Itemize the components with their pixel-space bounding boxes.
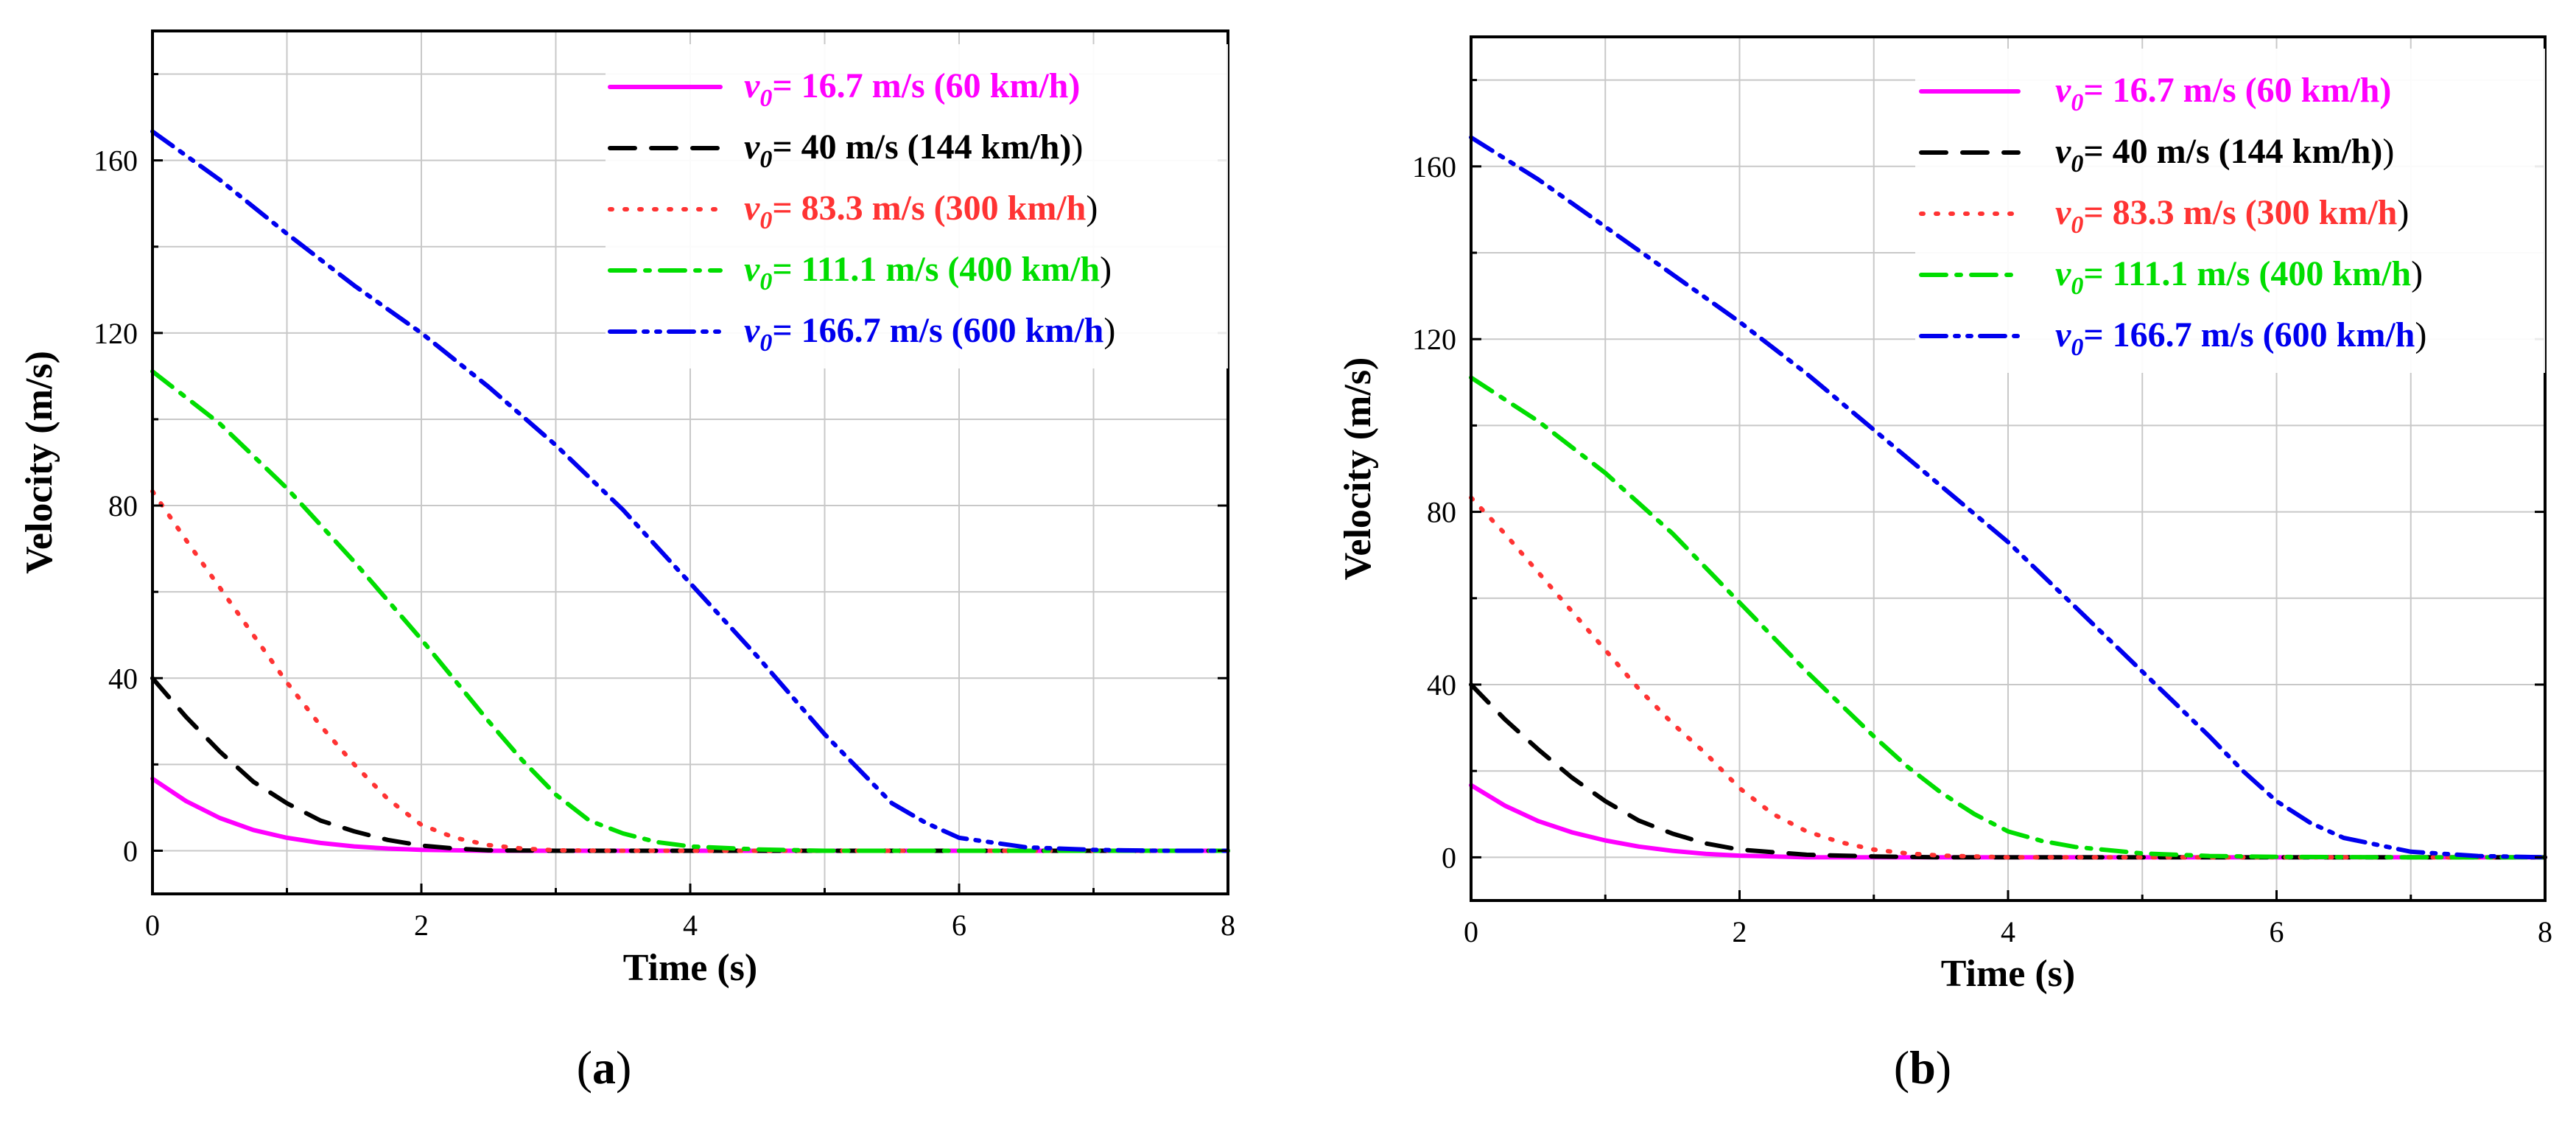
- legend-symbol: v: [2055, 71, 2071, 110]
- legend-entry-3: v0= 83.3 m/s (300 km/h): [744, 189, 1098, 234]
- x-tick-label: 2: [414, 909, 429, 942]
- legend-text-body: = 16.7 m/s (60 km/h): [2083, 71, 2391, 110]
- x-tick-label: 6: [952, 909, 966, 942]
- legend-symbol: v: [2055, 132, 2071, 171]
- series-line-2: [150, 676, 1230, 853]
- x-tick-label: 8: [1221, 909, 1235, 942]
- x-tick-label: 0: [145, 909, 160, 942]
- legend-text-body: = 40 m/s (144 km/h): [2083, 132, 2382, 171]
- caption-letter: b: [1909, 1041, 1936, 1094]
- legend-entry-2: v0= 40 m/s (144 km/h)): [744, 127, 1083, 173]
- legend-text-body: = 83.3 m/s (300 km/h: [2083, 193, 2397, 232]
- series-line-3: [1469, 495, 2547, 860]
- legend-close-paren: ): [2397, 193, 2409, 232]
- y-tick-label: 160: [94, 144, 138, 178]
- legend-subscript: 0: [2071, 334, 2083, 361]
- legend-subscript: 0: [759, 85, 772, 112]
- legend-symbol: v: [744, 66, 760, 105]
- legend: v0= 16.7 m/s (60 km/h)v0= 40 m/s (144 km…: [606, 44, 1228, 368]
- y-tick-label: 80: [1427, 496, 1456, 529]
- y-axis-label: Velocity (m/s): [18, 351, 60, 574]
- legend-subscript: 0: [759, 329, 772, 357]
- y-tick-label: 40: [108, 662, 138, 695]
- series-line-4: [150, 369, 1230, 853]
- caption-close: ): [1936, 1041, 1951, 1094]
- legend-symbol: v: [744, 189, 760, 228]
- y-tick-label: 80: [108, 489, 138, 522]
- y-tick-label: 40: [1427, 668, 1456, 702]
- legend-entry-5: v0= 166.7 m/s (600 km/h): [744, 311, 1115, 357]
- legend-close-paren: ): [1086, 189, 1098, 228]
- panel-caption: (a): [577, 1041, 632, 1094]
- legend-subscript: 0: [2071, 273, 2083, 300]
- y-axis-label: Velocity (m/s): [1337, 357, 1379, 581]
- y-tick-label: 160: [1412, 150, 1456, 183]
- legend-entry-3: v0= 83.3 m/s (300 km/h): [2055, 193, 2409, 239]
- legend-close-paren: ): [1100, 250, 1112, 289]
- legend-symbol: v: [2055, 254, 2071, 293]
- x-tick-label: 8: [2538, 915, 2552, 948]
- legend-entry-5: v0= 166.7 m/s (600 km/h): [2055, 315, 2426, 361]
- legend-close-paren: ): [2382, 132, 2394, 171]
- legend-symbol: v: [744, 311, 760, 350]
- y-tick-label: 0: [123, 834, 138, 867]
- legend-text-body: = 83.3 m/s (300 km/h: [772, 189, 1086, 228]
- y-tick-label: 0: [1442, 841, 1456, 874]
- legend-subscript: 0: [2071, 89, 2083, 116]
- legend-subscript: 0: [2071, 150, 2083, 178]
- x-tick-label: 4: [683, 909, 698, 942]
- legend-subscript: 0: [759, 146, 772, 173]
- legend: v0= 16.7 m/s (60 km/h)v0= 40 m/s (144 km…: [1915, 49, 2545, 373]
- legend-symbol: v: [744, 250, 760, 289]
- legend-entry-2: v0= 40 m/s (144 km/h)): [2055, 132, 2394, 178]
- x-tick-label: 2: [1733, 915, 1747, 948]
- caption-open: (: [577, 1041, 592, 1094]
- legend-close-paren: ): [1071, 127, 1083, 167]
- series-line-4: [1469, 375, 2547, 860]
- caption-open: (: [1894, 1041, 1909, 1094]
- legend-subscript: 0: [759, 268, 772, 296]
- x-axis-label: Time (s): [1941, 953, 2075, 995]
- y-tick-label: 120: [1412, 323, 1456, 356]
- legend-background: [1915, 49, 2545, 373]
- series-line-3: [150, 489, 1230, 853]
- legend-text-body: = 166.7 m/s (600 km/h: [2083, 315, 2415, 354]
- legend-symbol: v: [2055, 193, 2071, 232]
- legend-subscript: 0: [759, 207, 772, 234]
- legend-subscript: 0: [2071, 211, 2083, 239]
- legend-symbol: v: [744, 127, 760, 167]
- legend-entry-4: v0= 111.1 m/s (400 km/h): [744, 250, 1112, 296]
- series-line-5: [150, 129, 1230, 853]
- legend-close-paren: ): [2411, 254, 2423, 293]
- legend-text-body: = 166.7 m/s (600 km/h: [772, 311, 1103, 350]
- caption-letter: a: [592, 1041, 616, 1094]
- panel-caption: (b): [1894, 1041, 1951, 1094]
- legend-entry-1: v0= 16.7 m/s (60 km/h): [744, 66, 1080, 112]
- legend-text-body: = 111.1 m/s (400 km/h: [2083, 254, 2411, 293]
- legend-background: [606, 44, 1228, 368]
- legend-entry-1: v0= 16.7 m/s (60 km/h): [2055, 71, 2391, 116]
- y-tick-label: 120: [94, 317, 138, 350]
- series-line-5: [1469, 135, 2547, 860]
- x-axis-label: Time (s): [623, 947, 757, 989]
- x-tick-label: 4: [2001, 915, 2015, 948]
- x-tick-label: 0: [1464, 915, 1478, 948]
- legend-text-body: = 111.1 m/s (400 km/h: [772, 250, 1100, 289]
- legend-close-paren: ): [1103, 311, 1115, 350]
- legend-close-paren: ): [2415, 315, 2426, 354]
- legend-text-body: = 16.7 m/s (60 km/h): [772, 66, 1080, 105]
- caption-close: ): [616, 1041, 631, 1094]
- legend-symbol: v: [2055, 315, 2071, 354]
- legend-entry-4: v0= 111.1 m/s (400 km/h): [2055, 254, 2423, 300]
- x-tick-label: 6: [2270, 915, 2284, 948]
- series-line-2: [1469, 682, 2547, 860]
- legend-text-body: = 40 m/s (144 km/h): [772, 127, 1071, 167]
